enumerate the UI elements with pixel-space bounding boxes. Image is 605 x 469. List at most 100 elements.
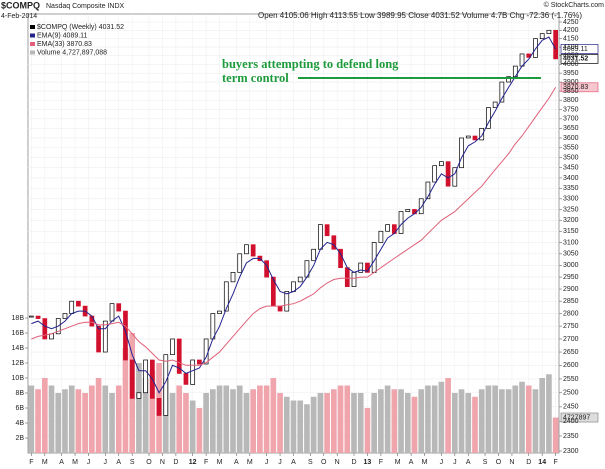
candle-body — [129, 359, 135, 399]
volume-bar — [115, 385, 122, 453]
volume-bar — [445, 378, 451, 453]
volume-bar — [546, 374, 552, 453]
legend-label: $COMPQ (Weekly) 4031.52 — [37, 24, 124, 31]
x-tick-label: 13 — [364, 459, 372, 466]
candle-body — [96, 325, 101, 353]
y-tick-label: 2700 — [563, 336, 579, 343]
x-tick-label: M — [247, 459, 253, 466]
volume-bar — [243, 393, 250, 453]
x-tick-label: O — [146, 459, 152, 466]
x-tick-label: M — [395, 459, 401, 466]
legend-swatch — [30, 25, 35, 29]
x-tick-label: D — [173, 459, 178, 466]
y-tick-label: 3500 — [563, 154, 579, 161]
symbol-name: Nasdaq Composite INDX — [46, 3, 125, 10]
x-tick-label: O — [496, 459, 502, 466]
volume-bar — [210, 389, 216, 453]
y-tick-label: 2750 — [563, 323, 579, 330]
volume-bar — [216, 385, 223, 453]
x-tick-label: O — [321, 459, 327, 466]
y-tick-label: 3050 — [563, 251, 579, 258]
x-tick-label: S — [483, 459, 488, 466]
volume-bar — [270, 378, 277, 453]
y-tick-label: 3900 — [563, 79, 579, 86]
volume-bar — [512, 385, 519, 453]
volume-bar — [492, 385, 498, 453]
volume-bar — [337, 385, 344, 453]
y-tick-label: 2800 — [563, 310, 579, 317]
y-tick-label: 2600 — [563, 362, 579, 369]
candle-body — [102, 320, 108, 353]
copyright: © StockCharts.com — [544, 1, 605, 9]
candle-body — [445, 161, 451, 187]
y2-tick-label: 16B — [12, 330, 25, 337]
y-tick-label: 3350 — [563, 185, 579, 192]
volume-bar — [431, 385, 438, 453]
candle-body — [109, 303, 115, 322]
y-tick-label: 2350 — [563, 433, 579, 440]
candle-body — [405, 209, 411, 212]
volume-bar — [290, 400, 297, 453]
volume-bar — [451, 393, 458, 453]
y-tick-label: 2300 — [563, 448, 579, 455]
candle-body — [210, 313, 216, 340]
candle-body — [546, 29, 552, 34]
y-tick-label: 2950 — [563, 274, 579, 281]
volume-bar — [344, 385, 351, 453]
x-tick-label: J — [87, 459, 91, 466]
candle-body — [499, 81, 505, 103]
candle-body — [176, 338, 182, 374]
candle-body — [143, 359, 148, 394]
y-tick-label: 3100 — [563, 239, 579, 246]
candle-body — [452, 167, 458, 187]
candle-body — [197, 359, 202, 365]
y-tick-label: 4200 — [563, 27, 579, 34]
volume-bar — [425, 385, 431, 453]
volume-bar — [28, 385, 35, 453]
candle-body — [217, 310, 222, 314]
volume-bar — [283, 396, 290, 453]
candle-body — [331, 235, 337, 250]
x-tick-label: S — [308, 459, 313, 466]
volume-bar — [41, 378, 48, 453]
candle-body — [553, 29, 558, 60]
volume-bar — [499, 389, 505, 453]
x-tick-label: 14 — [538, 459, 546, 466]
volume-bar — [55, 393, 62, 453]
candle-body — [539, 33, 545, 39]
candle-body — [486, 107, 491, 129]
price-layer — [29, 29, 558, 416]
candle-body — [116, 303, 122, 312]
y-tick-label: 3300 — [563, 196, 579, 203]
volume-bar — [142, 378, 149, 453]
candle-body — [230, 272, 236, 283]
volume-bar — [176, 385, 183, 453]
x-tick-label: F — [553, 459, 557, 466]
candle-body — [425, 181, 431, 200]
y2-tick-label: 10B — [12, 375, 25, 382]
x-tick-label: N — [509, 459, 514, 466]
candle-body — [76, 300, 81, 307]
x-tick-label: J — [453, 459, 457, 466]
volume-bar — [317, 393, 324, 453]
x-tick-label: J — [265, 459, 269, 466]
x-tick-label: A — [409, 459, 414, 466]
candle-body — [190, 359, 196, 385]
y-tick-label: 2900 — [563, 286, 579, 293]
volume-bar — [257, 385, 263, 453]
volume-bar — [478, 389, 485, 453]
volume-bar — [68, 385, 75, 453]
x-tick-label: N — [335, 459, 340, 466]
volume-bar — [357, 393, 364, 453]
candle-body — [89, 315, 95, 327]
candle-body — [29, 315, 34, 318]
y-tick-label: 3150 — [563, 228, 579, 235]
x-tick-label: A — [116, 459, 121, 466]
x-tick-label: S — [130, 459, 135, 466]
y-tick-label: 2850 — [563, 298, 579, 305]
candle-body — [492, 101, 498, 108]
y-tick-label: 3250 — [563, 206, 579, 213]
candle-body — [479, 127, 485, 141]
volume-bar — [109, 393, 115, 453]
